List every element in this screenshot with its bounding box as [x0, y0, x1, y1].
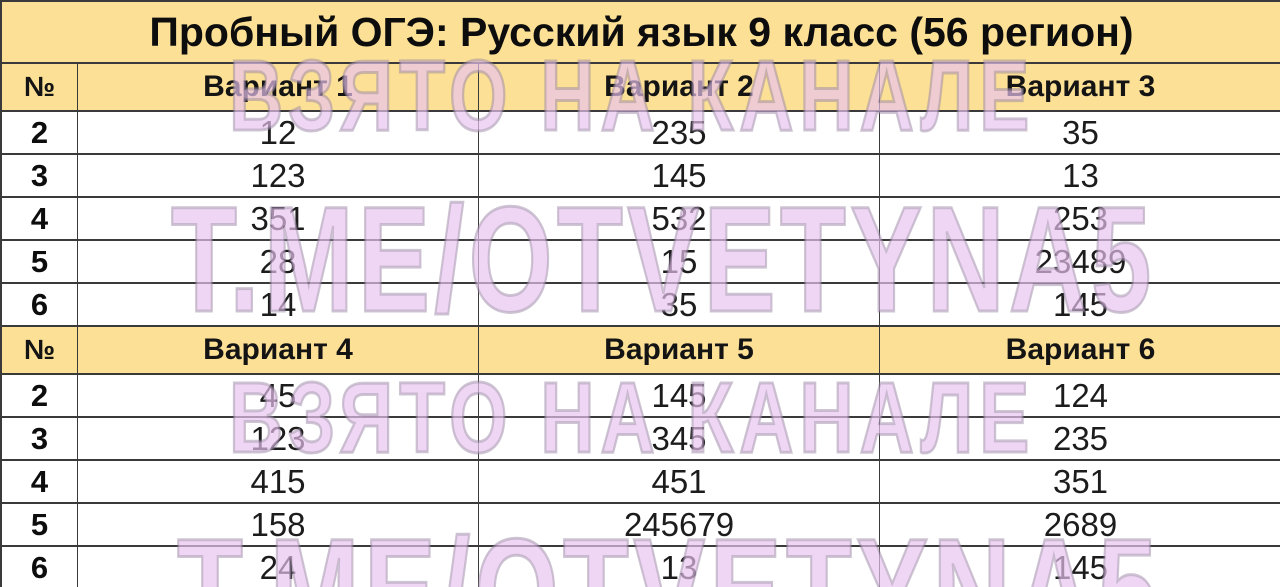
- table2-column-header-variant4: Вариант 4: [77, 325, 479, 375]
- answer-cell: 2689: [879, 502, 1280, 547]
- question-number: 4: [1, 196, 78, 241]
- answer-cell: 351: [77, 196, 479, 241]
- table-row: 6 24 13 145: [1, 545, 1280, 587]
- answer-cell: 235: [879, 416, 1280, 461]
- answer-cell: 235: [478, 110, 880, 155]
- table-row: 2 12 235 35: [1, 110, 1280, 155]
- answer-cell: 15: [478, 239, 880, 284]
- table1-header-row: № Вариант 1 Вариант 2 Вариант 3: [1, 62, 1280, 112]
- answer-cell: 12: [77, 110, 479, 155]
- question-number: 4: [1, 459, 78, 504]
- answer-cell: 14: [77, 282, 479, 327]
- table-row: 2 45 145 124: [1, 373, 1280, 418]
- table-row: 4 351 532 253: [1, 196, 1280, 241]
- question-number: 5: [1, 502, 78, 547]
- table-row: 3 123 145 13: [1, 153, 1280, 198]
- answer-cell: 532: [478, 196, 880, 241]
- question-number: 5: [1, 239, 78, 284]
- answer-cell: 28: [77, 239, 479, 284]
- title-row: Пробный ОГЭ: Русский язык 9 класс (56 ре…: [1, 0, 1280, 64]
- table-row: 5 28 15 23489: [1, 239, 1280, 284]
- table2-header-row: № Вариант 4 Вариант 5 Вариант 6: [1, 325, 1280, 375]
- answer-cell: 124: [879, 373, 1280, 418]
- answer-cell: 158: [77, 502, 479, 547]
- answer-cell: 13: [879, 153, 1280, 198]
- table1-column-header-variant3: Вариант 3: [879, 62, 1280, 112]
- answer-cell: 245679: [478, 502, 880, 547]
- table-row: 5 158 245679 2689: [1, 502, 1280, 547]
- question-number: 2: [1, 373, 78, 418]
- answer-cell: 145: [879, 545, 1280, 587]
- answer-cell: 123: [77, 416, 479, 461]
- answer-cell: 253: [879, 196, 1280, 241]
- table2-number-column-header: №: [1, 325, 78, 375]
- table1-column-header-variant2: Вариант 2: [478, 62, 880, 112]
- answer-cell: 451: [478, 459, 880, 504]
- answer-cell: 145: [478, 373, 880, 418]
- answer-cell: 123: [77, 153, 479, 198]
- answer-cell: 35: [478, 282, 880, 327]
- answer-cell: 145: [879, 282, 1280, 327]
- answer-cell: 13: [478, 545, 880, 587]
- question-number: 3: [1, 153, 78, 198]
- answer-cell: 45: [77, 373, 479, 418]
- table-row: 4 415 451 351: [1, 459, 1280, 504]
- answer-cell: 145: [478, 153, 880, 198]
- question-number: 2: [1, 110, 78, 155]
- table2-column-header-variant6: Вариант 6: [879, 325, 1280, 375]
- answer-cell: 415: [77, 459, 479, 504]
- answer-cell: 351: [879, 459, 1280, 504]
- answer-cell: 24: [77, 545, 479, 587]
- answer-cell: 35: [879, 110, 1280, 155]
- question-number: 3: [1, 416, 78, 461]
- table1-number-column-header: №: [1, 62, 78, 112]
- question-number: 6: [1, 545, 78, 587]
- table2-column-header-variant5: Вариант 5: [478, 325, 880, 375]
- answer-cell: 23489: [879, 239, 1280, 284]
- question-number: 6: [1, 282, 78, 327]
- table1-column-header-variant1: Вариант 1: [77, 62, 479, 112]
- table-row: 3 123 345 235: [1, 416, 1280, 461]
- page-title: Пробный ОГЭ: Русский язык 9 класс (56 ре…: [1, 0, 1280, 64]
- table-row: 6 14 35 145: [1, 282, 1280, 327]
- answer-cell: 345: [478, 416, 880, 461]
